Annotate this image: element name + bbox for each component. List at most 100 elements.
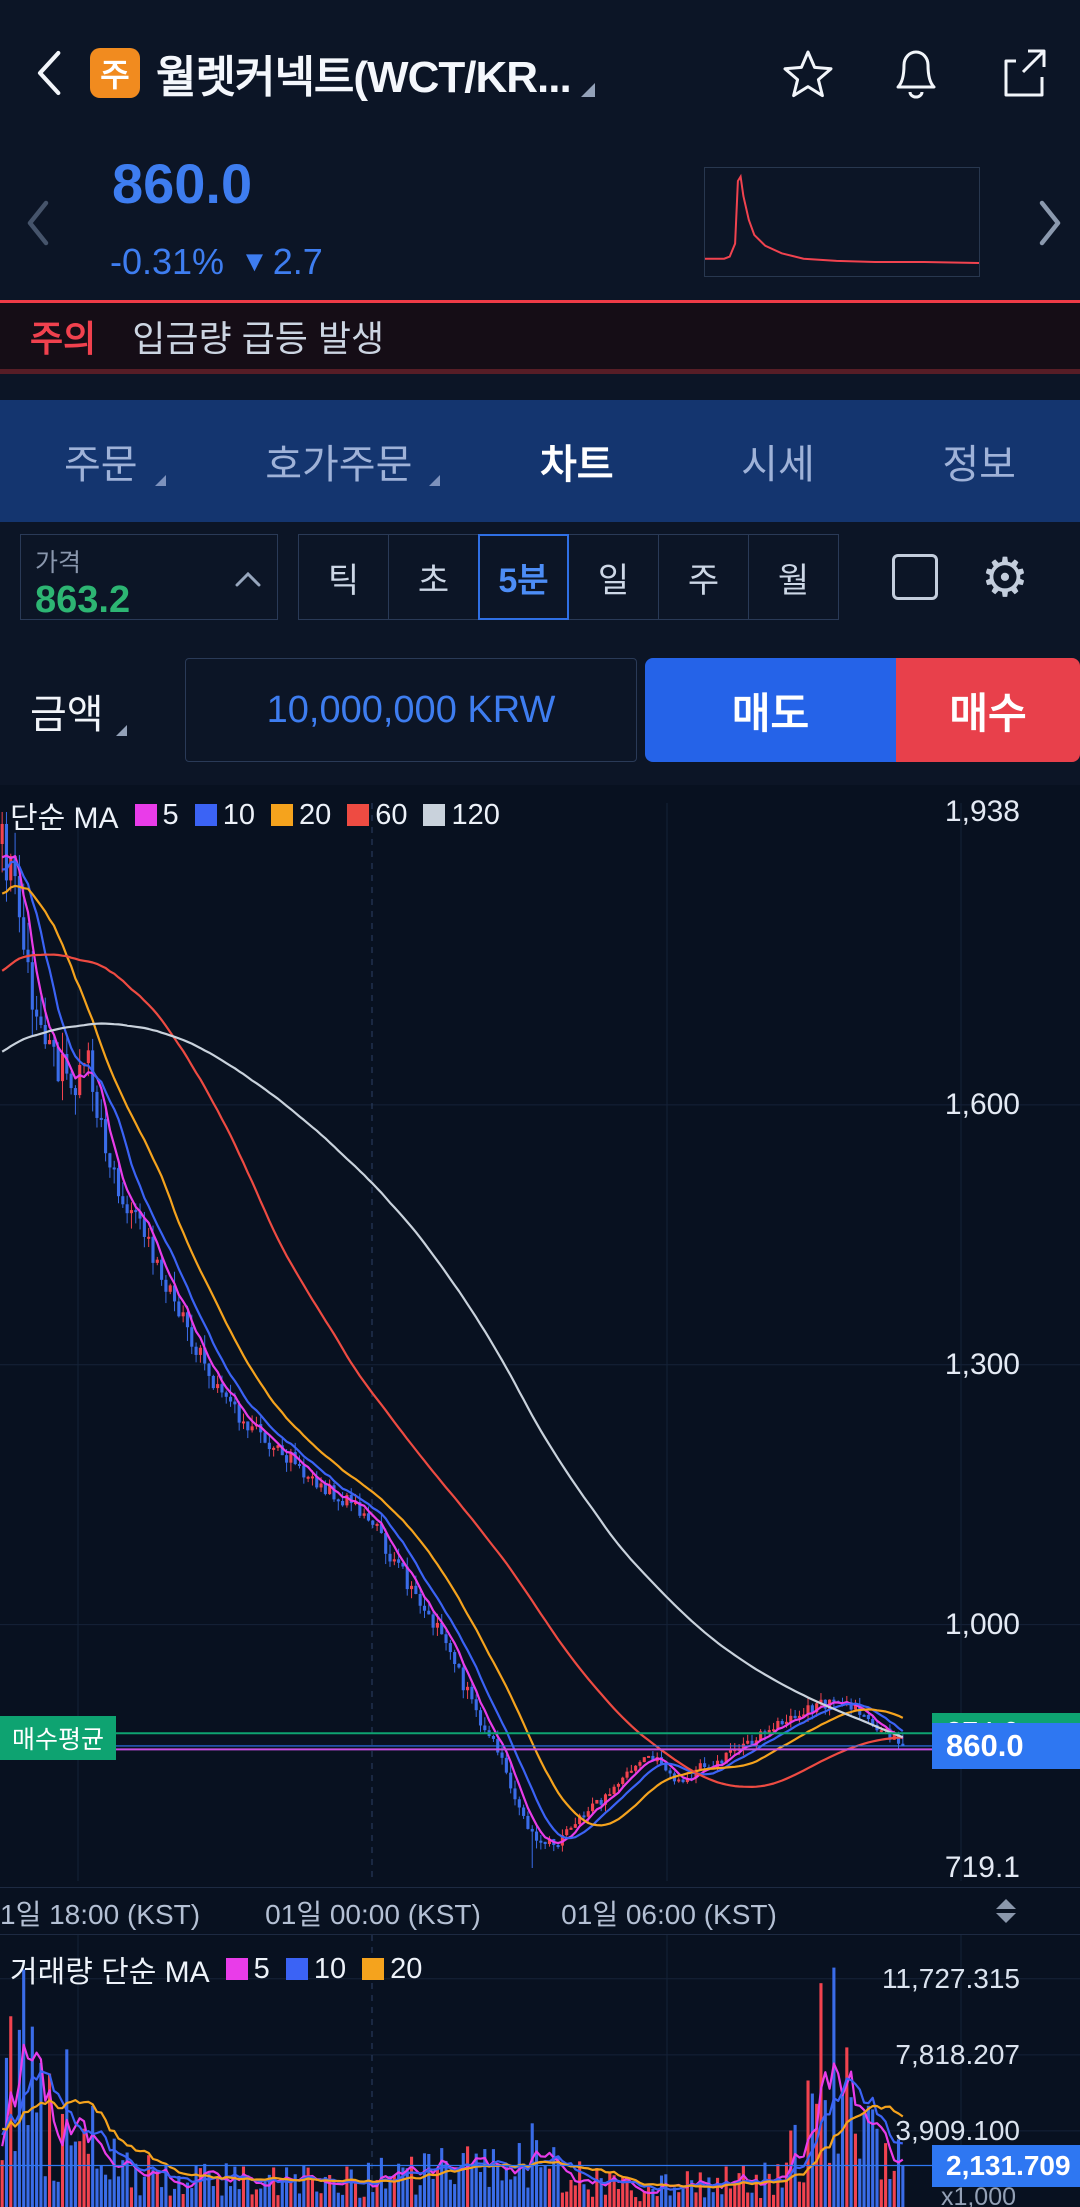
y-axis-tick: 1,300 — [944, 1347, 1020, 1381]
checkbox-icon — [892, 554, 938, 600]
notifications-button[interactable] — [884, 41, 948, 105]
ma-period: 20 — [390, 1952, 423, 1985]
y-axis-tick: 1,000 — [944, 1607, 1020, 1641]
quick-order-bar: 금액 10,000,000 KRW 매도 매수 — [0, 650, 1080, 770]
ma-chip — [225, 1958, 248, 1980]
ma-chip — [194, 804, 217, 826]
chart-area[interactable]: 단순 MA 5 10 20 60 120 1,938 1,600 1,300 1… — [0, 785, 1080, 2207]
ma-legend: 단순 MA 5 10 20 60 120 — [10, 793, 500, 837]
triangle-down-icon — [996, 1913, 1016, 1923]
chart-settings-button[interactable]: ⚙ — [962, 534, 1048, 620]
x-axis-tick: 1일 18:00 (KST) — [0, 1899, 201, 1930]
ma-period: 120 — [451, 798, 500, 831]
tab-label: 호가주문 — [265, 443, 413, 487]
interval-month[interactable]: 월 — [748, 534, 839, 620]
bell-icon — [896, 50, 936, 98]
volume-unit-label: x1,000 — [940, 2183, 1016, 2207]
warning-label: 주의 — [30, 318, 97, 359]
price-summary: 860.0 -0.31% ▼ 2.7 — [0, 145, 1080, 300]
tab-order[interactable]: 주문 — [60, 422, 166, 500]
change-percent: -0.31% — [110, 241, 225, 282]
tab-quote-order[interactable]: 호가주문 — [261, 422, 441, 500]
prev-symbol-button[interactable] — [16, 191, 60, 255]
amount-label: 금액 — [30, 693, 104, 737]
tab-label: 정보 — [942, 443, 1016, 487]
volume-axis-tick: 3,909.100 — [895, 2114, 1020, 2146]
interval-second[interactable]: 초 — [388, 534, 479, 620]
current-price-tag: 860.0 — [932, 1722, 1080, 1769]
ma-chip — [362, 1958, 385, 1980]
indicator-price-value: 863.2 — [35, 579, 131, 621]
ma-period: 5 — [162, 798, 179, 831]
volume-chart[interactable] — [0, 1935, 1080, 2207]
tab-label: 차트 — [539, 443, 614, 487]
ma-chip — [285, 1958, 308, 1980]
tab-info[interactable]: 정보 — [938, 422, 1020, 500]
mini-price-chart — [704, 167, 980, 277]
interval-5min[interactable]: 5분 — [478, 534, 569, 620]
ma-chip — [423, 804, 446, 826]
star-icon — [783, 50, 833, 97]
volume-axis-tick: 7,818.207 — [895, 2038, 1020, 2070]
price-label: 가격 — [35, 549, 82, 577]
axis-scale-toggle[interactable] — [996, 1899, 1016, 1923]
caret-icon — [154, 475, 166, 486]
tab-chart[interactable]: 차트 — [536, 422, 618, 500]
ma-chip — [134, 804, 157, 826]
title-caret-icon — [580, 82, 595, 97]
ma-period: 10 — [313, 1952, 347, 1985]
page-title: 월렛커넥트(WCT/KR... — [156, 52, 572, 102]
top-actions — [776, 41, 1056, 105]
interval-week[interactable]: 주 — [658, 534, 749, 620]
back-button[interactable] — [18, 41, 82, 105]
triangle-up-icon — [996, 1899, 1016, 1909]
axis-divider — [0, 1934, 1080, 1935]
down-arrow-icon: ▼ — [240, 245, 269, 278]
warning-banner[interactable]: 주의 입금량 급등 발생 — [0, 300, 1080, 374]
caret-icon — [429, 475, 441, 486]
price-change: -0.31% ▼ 2.7 — [110, 241, 323, 283]
price-indicator-selector[interactable]: 가격 863.2 — [20, 534, 278, 621]
caret-icon — [115, 725, 127, 736]
interval-tick[interactable]: 틱 — [298, 534, 389, 620]
buy-button[interactable]: 매수 — [896, 658, 1080, 762]
chevron-up-icon — [235, 571, 261, 587]
next-symbol-button[interactable] — [1028, 191, 1072, 255]
candlestick-chart[interactable] — [0, 785, 1080, 1895]
legend-title: 거래량 단순 MA — [10, 1956, 210, 1989]
x-axis-tick: 01일 06:00 (KST) — [561, 1899, 777, 1930]
axis-divider — [0, 1887, 1080, 1888]
ma-chip — [347, 804, 370, 826]
tab-label: 주문 — [64, 443, 138, 487]
y-axis-tick: 1,938 — [944, 795, 1020, 828]
chevron-left-icon — [27, 200, 49, 246]
symbol-title-dropdown[interactable]: 월렛커넥트(WCT/KR... — [156, 41, 595, 105]
current-price: 860.0 — [112, 152, 253, 215]
volume-legend: 거래량 단순 MA 5 10 20 — [10, 1947, 422, 1991]
order-amount-input[interactable]: 10,000,000 KRW — [185, 658, 637, 762]
tab-label: 시세 — [741, 443, 815, 487]
y-axis-tick: 1,600 — [944, 1087, 1020, 1121]
change-amount: 2.7 — [272, 241, 323, 282]
ma-period: 5 — [253, 1952, 270, 1985]
legend-title: 단순 MA — [10, 802, 119, 835]
favorite-button[interactable] — [776, 41, 840, 105]
ma-chip — [270, 804, 293, 826]
ma-period: 20 — [298, 798, 332, 831]
chart-option-checkbox[interactable] — [872, 534, 958, 620]
share-button[interactable] — [992, 41, 1056, 105]
interval-day[interactable]: 일 — [568, 534, 659, 620]
sell-button[interactable]: 매도 — [645, 658, 896, 762]
chevron-right-icon — [1039, 200, 1061, 246]
amount-type-selector[interactable]: 금액 — [30, 682, 127, 740]
chevron-left-icon — [37, 50, 61, 95]
gear-icon: ⚙ — [980, 547, 1030, 608]
sparkline-svg — [705, 173, 980, 264]
coin-category-badge: 주 — [90, 47, 140, 98]
main-tabs: 주문 호가주문 차트 시세 정보 — [0, 400, 1080, 522]
top-bar: 주 월렛커넥트(WCT/KR... — [0, 0, 1080, 145]
tab-market[interactable]: 시세 — [737, 422, 819, 500]
warning-message: 입금량 급등 발생 — [132, 318, 385, 359]
current-volume-tag: 2,131.709 — [932, 2144, 1080, 2187]
chart-toolbar: 가격 863.2 틱 초 5분 일 주 월 ⚙ — [0, 522, 1080, 650]
